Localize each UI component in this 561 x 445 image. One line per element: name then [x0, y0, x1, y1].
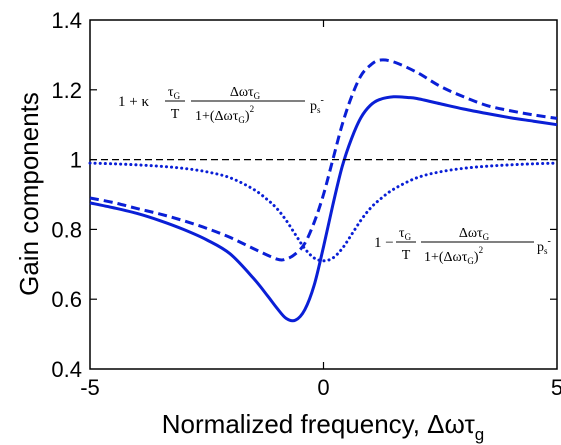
y-tick-label: 1.4 — [51, 8, 82, 33]
y-tick-label: 0.8 — [51, 217, 82, 242]
annotation-lower-formula: 1 − τG T ΔωτG 1+(ΔωτG)2 ps- — [374, 226, 551, 266]
x-axis-label-subscript: g — [475, 425, 484, 444]
x-axis-label-main: Normalized frequency, Δωτ — [162, 409, 476, 439]
y-axis-label: Gain components — [14, 92, 44, 296]
x-tick-label: -5 — [80, 375, 100, 400]
annot-lower-frac1-num: τG — [399, 226, 412, 242]
y-tick-label: 1.2 — [51, 78, 82, 103]
annot-upper-frac2-den: 1+(ΔωτG)2 — [195, 104, 254, 125]
y-tick-label: 1 — [70, 148, 82, 173]
annot-upper-frac1-num: τG — [168, 85, 181, 101]
x-tick-label: 0 — [317, 375, 329, 400]
annotation-upper-formula: 1 + κ τG T ΔωτG 1+(ΔωτG)2 ps- — [118, 85, 324, 125]
annot-lower-tail: ps- — [537, 236, 551, 256]
annot-upper-lead: 1 + κ — [118, 94, 149, 110]
annot-upper-frac1-den: T — [171, 107, 180, 122]
series-line-dotted — [88, 161, 559, 263]
axis-ticks: 0.4 0.6 0.8 1 1.2 1.4 -5 0 5 — [51, 8, 561, 400]
x-tick-label: 5 — [551, 375, 561, 400]
y-tick-label: 0.6 — [51, 287, 82, 312]
annot-lower-frac1-den: T — [402, 248, 411, 263]
y-tick-label: 0.4 — [51, 357, 82, 382]
annot-upper-frac2-num: ΔωτG — [230, 85, 261, 101]
annot-upper-tail: ps- — [310, 95, 324, 115]
x-axis-label: Normalized frequency, Δωτg — [162, 409, 484, 444]
annot-lower-frac2-num: ΔωτG — [459, 226, 490, 242]
annot-lower-frac2-den: 1+(ΔωτG)2 — [424, 245, 483, 266]
series-group — [88, 58, 559, 323]
annot-lower-lead: 1 − — [374, 235, 394, 251]
series-line-dashed — [89, 58, 558, 262]
series-line-solid — [89, 95, 558, 323]
